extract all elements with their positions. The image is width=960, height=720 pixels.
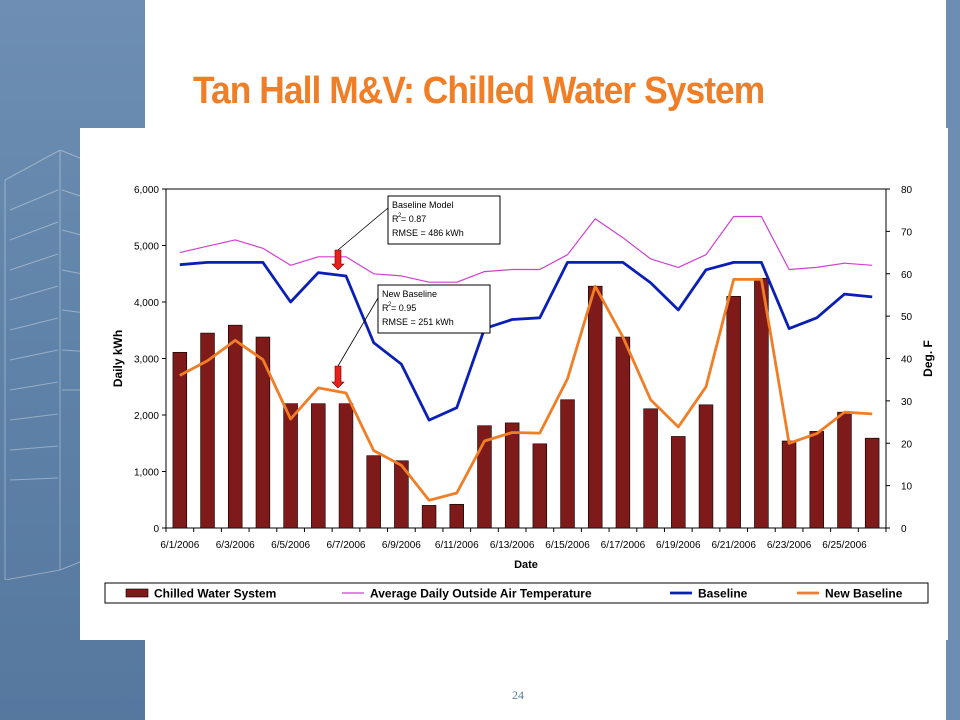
legend-label: Chilled Water System	[154, 587, 276, 601]
annotation-leader	[337, 297, 379, 367]
annotation-heading: Baseline Model	[392, 200, 454, 210]
bar-chilled-water	[532, 443, 548, 529]
annotation-r-superscript: 2	[388, 302, 392, 308]
x-tick-label: 6/3/2006	[216, 540, 255, 551]
bar-chilled-water	[809, 431, 824, 529]
bar-chilled-water	[837, 411, 852, 529]
bar-chilled-water	[172, 351, 188, 529]
annotation-heading: New Baseline	[382, 289, 437, 299]
y2-axis-title: Deg. F	[921, 340, 935, 377]
bar-chilled-water	[366, 455, 381, 529]
x-tick-label: 6/23/2006	[767, 540, 812, 551]
x-tick-label: 6/25/2006	[822, 540, 867, 551]
x-tick-label: 6/9/2006	[382, 540, 421, 551]
bar-chilled-water	[588, 285, 603, 529]
legend-box	[104, 582, 929, 604]
bar-chilled-water	[864, 437, 880, 529]
x-tick-label: 6/15/2006	[545, 540, 590, 551]
bar-chilled-water	[338, 403, 354, 529]
bar-chilled-water	[781, 440, 797, 529]
chart-svg: 0 1,000 2,000 3,000 4,000 5,000 6,000 0 10 20 30 40…	[104, 185, 935, 604]
legend-label: Average Daily Outside Air Temperature	[370, 587, 592, 601]
line-baseline	[179, 260, 873, 422]
red-arrow-icon	[331, 249, 345, 271]
y2-tick-label: 10	[901, 482, 913, 493]
y-tick-label: 0	[153, 524, 159, 535]
annotation-r-superscript: 2	[398, 213, 402, 219]
bar-chilled-water	[615, 336, 631, 529]
y-tick-label: 2,000	[134, 411, 159, 422]
plot-area	[165, 188, 887, 529]
annotation-r2-value: = 0.87	[401, 214, 426, 224]
annotation-rmse: RMSE = 486 kWh	[392, 228, 464, 238]
y-tick-label: 6,000	[134, 185, 159, 196]
annotation-leader	[337, 207, 389, 251]
x-tick-label: 6/7/2006	[327, 540, 366, 551]
y2-tick-label: 80	[901, 185, 913, 196]
legend-label: New Baseline	[825, 587, 903, 601]
legend-label: Baseline	[698, 587, 748, 601]
y2-tick-label: 20	[901, 439, 913, 450]
bar-chilled-water	[311, 403, 326, 529]
y2-tick-label: 40	[901, 355, 913, 366]
bar-chilled-water	[671, 436, 686, 529]
x-tick-label: 6/11/2006	[435, 540, 479, 551]
y2-tick-label: 50	[901, 312, 913, 323]
page-number: 24	[512, 688, 524, 702]
x-tick-label: 6/5/2006	[271, 540, 310, 551]
right-decor-band	[946, 0, 960, 720]
x-tick-label: 6/21/2006	[711, 540, 756, 551]
x-tick-label: 6/13/2006	[490, 540, 535, 551]
y-tick-label: 4,000	[134, 298, 159, 309]
y-tick-label: 3,000	[134, 355, 159, 366]
y2-tick-label: 0	[901, 524, 907, 535]
chart-panel: 0 1,000 2,000 3,000 4,000 5,000 6,000 0 10 20 30 40…	[80, 128, 948, 640]
y-tick-label: 1,000	[134, 468, 159, 479]
y2-tick-label: 70	[901, 227, 913, 238]
bar-chilled-water	[560, 399, 575, 529]
legend-swatch-chilled-water	[125, 588, 149, 598]
y2-tick-label: 30	[901, 397, 913, 408]
annotation-rmse: RMSE = 251 kWh	[382, 317, 454, 327]
line-new-baseline	[179, 277, 873, 502]
y-axis-title: Daily kWh	[111, 330, 125, 387]
bar-chilled-water	[449, 503, 464, 529]
bar-chilled-water	[726, 296, 741, 529]
annotation-r-label: R	[382, 303, 389, 313]
bar-chilled-water	[200, 332, 215, 529]
bar-chilled-water	[698, 404, 714, 529]
y-tick-label: 5,000	[134, 242, 159, 253]
x-axis-title: Date	[514, 559, 538, 571]
bar-chilled-water	[421, 505, 437, 529]
bar-chilled-water	[255, 336, 271, 529]
bar-chilled-water	[228, 324, 243, 529]
bar-chilled-water	[477, 425, 492, 529]
annotation-r2-value: = 0.95	[391, 303, 416, 313]
bar-chilled-water	[283, 403, 298, 529]
slide-title: Tan Hall M&V: Chilled Water System	[193, 70, 765, 112]
annotation-box	[377, 284, 491, 334]
y2-tick-label: 60	[901, 270, 913, 281]
annotation-r-label: R	[392, 214, 399, 224]
bar-chilled-water	[394, 460, 409, 529]
bar-chilled-water	[504, 422, 520, 529]
bar-chilled-water	[643, 408, 658, 529]
red-arrow-icon	[331, 365, 345, 389]
annotation-box	[387, 195, 501, 245]
x-tick-label: 6/17/2006	[601, 540, 646, 551]
line-average-daily-outside-air-temperature	[179, 215, 873, 283]
x-tick-label: 6/19/2006	[656, 540, 701, 551]
x-tick-label: 6/1/2006	[160, 540, 199, 551]
